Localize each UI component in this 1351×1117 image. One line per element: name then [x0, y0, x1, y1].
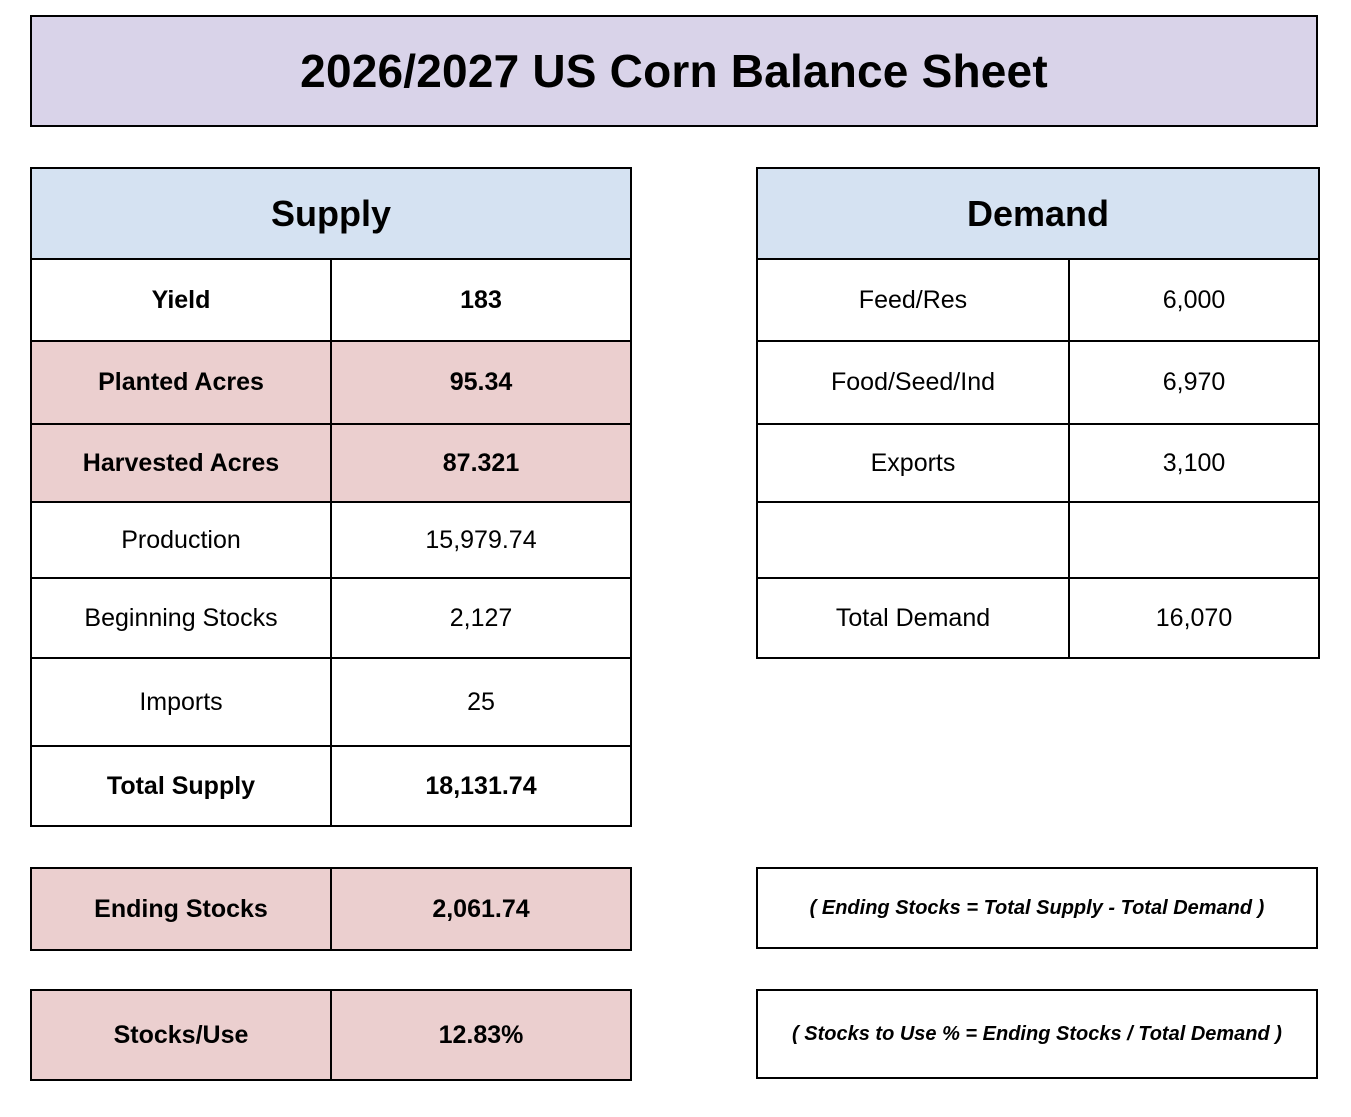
- supply-row-total-supply: Total Supply 18,131.74: [30, 745, 633, 827]
- stocks-use-formula-text: ( Stocks to Use % = Ending Stocks / Tota…: [792, 1022, 1282, 1045]
- supply-value: 25: [329, 657, 633, 747]
- supply-value: 15,979.74: [329, 501, 633, 579]
- ending-stocks-value: 2,061.74: [330, 867, 632, 951]
- demand-label: Total Demand: [756, 577, 1070, 659]
- demand-row-exports: Exports 3,100: [756, 423, 1320, 503]
- supply-value: 95.34: [329, 340, 633, 425]
- ending-stocks-row: Ending Stocks 2,061.74: [30, 867, 632, 951]
- supply-label: Imports: [30, 657, 332, 747]
- ending-stocks-table: Ending Stocks 2,061.74: [30, 867, 632, 951]
- ending-stocks-label: Ending Stocks: [30, 867, 332, 951]
- supply-value: 183: [329, 258, 633, 342]
- supply-label: Beginning Stocks: [30, 577, 332, 659]
- stocks-use-table: Stocks/Use 12.83%: [30, 989, 632, 1081]
- demand-table: Demand Feed/Res 6,000 Food/Seed/Ind 6,97…: [756, 167, 1320, 659]
- demand-row-feed-res: Feed/Res 6,000: [756, 258, 1320, 342]
- demand-row-empty: [756, 501, 1320, 579]
- demand-value: 3,100: [1068, 423, 1320, 503]
- page-title: 2026/2027 US Corn Balance Sheet: [300, 45, 1048, 97]
- demand-label: Feed/Res: [756, 258, 1070, 342]
- stocks-use-formula: ( Stocks to Use % = Ending Stocks / Tota…: [756, 989, 1318, 1079]
- supply-label: Harvested Acres: [30, 423, 332, 503]
- demand-row-food-seed-ind: Food/Seed/Ind 6,970: [756, 340, 1320, 425]
- supply-row-harvested-acres: Harvested Acres 87.321: [30, 423, 633, 503]
- supply-value: 2,127: [329, 577, 633, 659]
- supply-header: Supply: [29, 167, 633, 260]
- ending-stocks-formula: ( Ending Stocks = Total Supply - Total D…: [756, 867, 1318, 949]
- supply-label: Planted Acres: [30, 340, 332, 425]
- supply-row-imports: Imports 25: [30, 657, 633, 747]
- demand-label: [756, 501, 1070, 579]
- demand-value: 6,970: [1068, 340, 1320, 425]
- title-banner: 2026/2027 US Corn Balance Sheet: [30, 15, 1318, 127]
- supply-value: 18,131.74: [329, 745, 633, 827]
- demand-value: 6,000: [1068, 258, 1320, 342]
- supply-label: Production: [30, 501, 332, 579]
- demand-label: Food/Seed/Ind: [756, 340, 1070, 425]
- supply-label: Yield: [30, 258, 332, 342]
- supply-table: Supply Yield 183 Planted Acres 95.34 Har…: [29, 167, 633, 827]
- stocks-use-value: 12.83%: [330, 989, 632, 1081]
- demand-value: [1068, 501, 1320, 579]
- supply-row-planted-acres: Planted Acres 95.34: [30, 340, 633, 425]
- stocks-use-label: Stocks/Use: [30, 989, 332, 1081]
- supply-row-production: Production 15,979.74: [30, 501, 633, 579]
- demand-header: Demand: [756, 167, 1320, 260]
- supply-label: Total Supply: [30, 745, 332, 827]
- supply-row-beginning-stocks: Beginning Stocks 2,127: [30, 577, 633, 659]
- supply-value: 87.321: [329, 423, 633, 503]
- demand-value: 16,070: [1068, 577, 1320, 659]
- supply-row-yield: Yield 183: [30, 258, 633, 342]
- ending-stocks-formula-text: ( Ending Stocks = Total Supply - Total D…: [809, 896, 1265, 919]
- demand-label: Exports: [756, 423, 1070, 503]
- stocks-use-row: Stocks/Use 12.83%: [30, 989, 632, 1081]
- demand-row-total-demand: Total Demand 16,070: [756, 577, 1320, 659]
